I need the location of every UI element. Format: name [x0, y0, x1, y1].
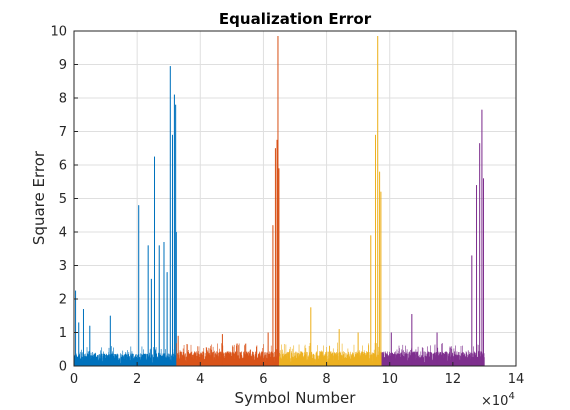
x-tick-label: 2: [133, 372, 141, 387]
x-tick-label: 10: [381, 372, 398, 387]
x-ticks: 0 2 4 6 8 10 12 14: [70, 362, 524, 387]
y-tick-label: 5: [59, 192, 67, 207]
y-tick-label: 0: [59, 360, 67, 375]
series-4: [381, 109, 485, 366]
x-tick-label: 14: [508, 372, 525, 387]
x-tick-label: 0: [70, 372, 78, 387]
y-axis-label: Square Error: [30, 150, 48, 245]
x-tick-label: 8: [322, 372, 330, 387]
y-tick-label: 2: [59, 293, 67, 308]
x-exponent-power: 4: [508, 391, 514, 402]
y-ticks: 0 1 2 3 4 5 6 7 8 9 10: [50, 25, 78, 375]
x-exponent-base: ×10: [481, 394, 508, 409]
x-exponent-label: ×104: [481, 391, 515, 409]
x-tick-label: 12: [445, 372, 462, 387]
x-tick-label: 4: [196, 372, 204, 387]
y-tick-label: 10: [50, 25, 67, 40]
x-axis-label: Symbol Number: [235, 389, 357, 407]
series-1: [73, 66, 177, 366]
y-tick-label: 3: [59, 259, 67, 274]
x-tick-label: 6: [259, 372, 267, 387]
y-tick-label: 7: [59, 125, 67, 140]
y-tick-label: 8: [59, 92, 67, 107]
series-4-trace: [381, 109, 485, 366]
chart-title: Equalization Error: [219, 10, 372, 28]
y-tick-label: 9: [59, 58, 67, 73]
y-tick-label: 1: [59, 326, 67, 341]
series-2: [176, 36, 280, 366]
series-3: [278, 36, 383, 366]
series-layer: [73, 36, 485, 366]
y-tick-label: 6: [59, 159, 67, 174]
y-tick-label: 4: [59, 226, 67, 241]
